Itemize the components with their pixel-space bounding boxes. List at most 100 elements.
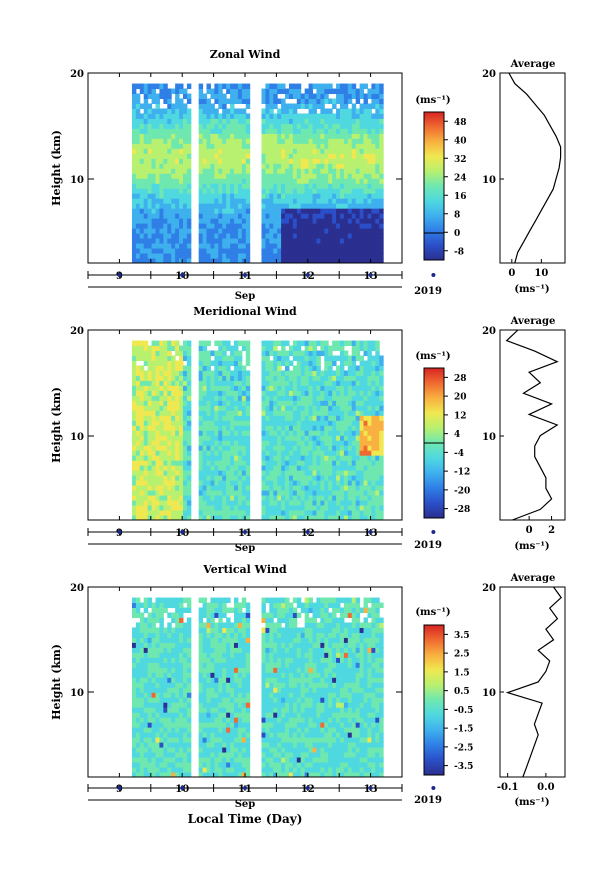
heatmap-cell (324, 183, 329, 189)
heatmap-cell (312, 350, 317, 356)
heatmap-cell (281, 500, 286, 506)
heatmap-cell (288, 158, 294, 164)
heatmap-cell (237, 365, 243, 371)
heatmap-cell (175, 510, 180, 516)
heatmap-cell (288, 218, 294, 224)
heatmap-cell (351, 455, 357, 461)
heatmap-cell (367, 500, 372, 506)
heatmap-cell (300, 410, 306, 416)
heatmap-cell (202, 702, 208, 708)
heatmap-cell (167, 490, 172, 496)
heatmap-cell (186, 752, 192, 758)
heatmap-cell (131, 687, 137, 693)
heatmap-cell (265, 460, 270, 466)
heatmap-cell (175, 430, 180, 436)
heatmap-cell (312, 193, 317, 199)
heatmap-cell (296, 360, 302, 366)
heatmap-cell (202, 637, 208, 643)
heatmap-cell (198, 133, 204, 139)
heatmap-cell (139, 113, 145, 119)
heatmap-cell (202, 128, 208, 134)
heatmap-cell (292, 208, 298, 214)
heatmap-cell (288, 153, 294, 159)
heatmap-cell (182, 717, 188, 723)
heatmap-cell (316, 505, 321, 511)
heatmap-cell (234, 93, 239, 99)
heatmap-cell (179, 475, 184, 481)
heatmap-cell (285, 515, 290, 521)
heatmap-cell (273, 395, 278, 401)
heatmap-cell (151, 213, 157, 219)
heatmap-cell (163, 697, 168, 703)
heatmap-cell (147, 652, 153, 658)
heatmap-cell (167, 158, 172, 164)
heatmap-cell (198, 228, 204, 234)
heatmap-cell (182, 500, 188, 506)
heatmap-cell (277, 415, 282, 421)
heatmap-cell (312, 238, 317, 244)
heatmap-cell (206, 238, 211, 244)
heatmap-cell (230, 103, 235, 109)
heatmap-cell (359, 148, 365, 154)
heatmap-cell (202, 228, 208, 234)
heatmap-cell (151, 243, 157, 249)
heatmap-cell (198, 355, 204, 361)
heatmap-cell (151, 440, 157, 446)
heatmap-cell (324, 163, 329, 169)
heatmap-cell (281, 133, 286, 139)
heatmap-cell (379, 425, 384, 431)
heatmap-cell (175, 208, 180, 214)
heatmap-cell (139, 188, 145, 194)
heatmap-cell (139, 435, 145, 441)
heatmap-cell (135, 158, 141, 164)
heatmap-cell (218, 218, 223, 224)
heatmap-cell (179, 772, 184, 778)
heatmap-cell (179, 118, 184, 124)
heatmap-cell (269, 420, 274, 426)
heatmap-cell (296, 123, 302, 129)
heatmap-cell (163, 692, 168, 698)
heatmap-cell (304, 183, 310, 189)
heatmap-cell (135, 702, 141, 708)
colorbar-unit: (ms⁻¹) (415, 351, 450, 362)
heatmap-cell (210, 702, 215, 708)
heatmap-cell (371, 188, 376, 194)
heatmap-cell (159, 153, 164, 159)
heatmap-cell (273, 198, 278, 204)
heatmap-cell (159, 350, 164, 356)
heatmap-cell (324, 435, 329, 441)
heatmap-cell (131, 425, 137, 431)
heatmap-cell (324, 88, 329, 95)
heatmap-cell (163, 203, 168, 209)
heatmap-cell (241, 233, 247, 239)
heatmap-cell (336, 203, 341, 209)
profile-x-tick-label: 10 (534, 268, 548, 279)
heatmap-cell (308, 375, 314, 381)
heatmap-cell (175, 173, 180, 179)
heatmap-cell (175, 345, 180, 352)
heatmap-cell (300, 258, 306, 264)
heatmap-cell (320, 480, 325, 486)
heatmap-cell (324, 365, 329, 371)
heatmap-cell (371, 340, 376, 347)
heatmap-cell (324, 345, 329, 352)
heatmap-cell (175, 158, 180, 164)
heatmap-cell (167, 248, 172, 254)
heatmap-cell (182, 435, 188, 441)
heatmap-cell (230, 178, 235, 184)
heatmap-cell (288, 108, 294, 114)
heatmap-cell (351, 233, 357, 239)
heatmap-cell (155, 637, 160, 643)
heatmap-cell (186, 672, 192, 678)
heatmap-cell (277, 485, 282, 491)
heatmap-cell (214, 667, 219, 673)
panel-title: Meridional Wind (193, 305, 297, 318)
heatmap-cell (198, 505, 204, 511)
heatmap-cell (328, 415, 333, 421)
heatmap-cell (261, 173, 266, 179)
heatmap-cell (131, 677, 137, 683)
heatmap-cell (155, 193, 160, 199)
heatmap-cell (143, 370, 149, 376)
heatmap-cell (234, 193, 239, 199)
heatmap-cell (182, 143, 188, 149)
